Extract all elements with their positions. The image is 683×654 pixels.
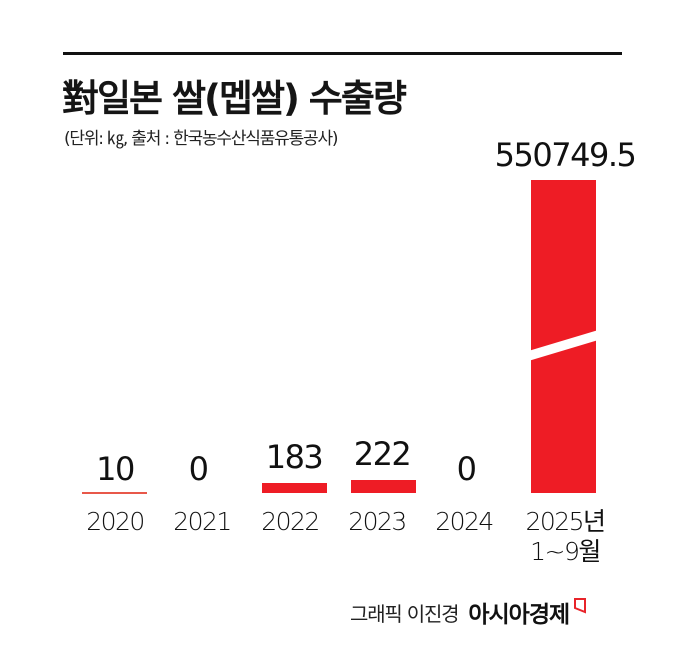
bar-2022	[262, 483, 327, 493]
category-label-2021: 2021	[173, 507, 232, 536]
category-label-2020: 2020	[86, 507, 145, 536]
category-label-2023: 2023	[348, 507, 407, 536]
category-label-2025: 2025년	[525, 507, 606, 536]
value-label-2023: 222	[353, 435, 412, 473]
value-label-2021: 0	[188, 450, 209, 488]
value-label-2024: 0	[456, 450, 477, 488]
graphic-credit: 그래픽 이진경	[350, 601, 460, 626]
category-label-2025-period: 1~9월	[530, 537, 601, 566]
top-rule	[63, 52, 622, 55]
category-label-2024: 2024	[435, 507, 494, 536]
chart-subtitle: (단위: ㎏, 출처 : 한국농수산식품유통공사)	[64, 129, 339, 149]
credit-line: 그래픽 이진경 아시아경제	[350, 595, 587, 629]
axis-break-icon	[525, 328, 605, 362]
value-label-2022: 183	[265, 438, 324, 476]
value-label-2020: 10	[96, 450, 135, 488]
bar-2020	[82, 492, 147, 494]
brand-mark-icon	[574, 598, 587, 614]
category-label-2022: 2022	[261, 507, 320, 536]
bar-2023	[351, 480, 416, 493]
brand-logo-text: 아시아경제	[468, 602, 570, 628]
chart-title: 對일본 쌀(멥쌀) 수출량	[62, 77, 407, 120]
value-label-2025: 550749.5	[494, 136, 637, 174]
